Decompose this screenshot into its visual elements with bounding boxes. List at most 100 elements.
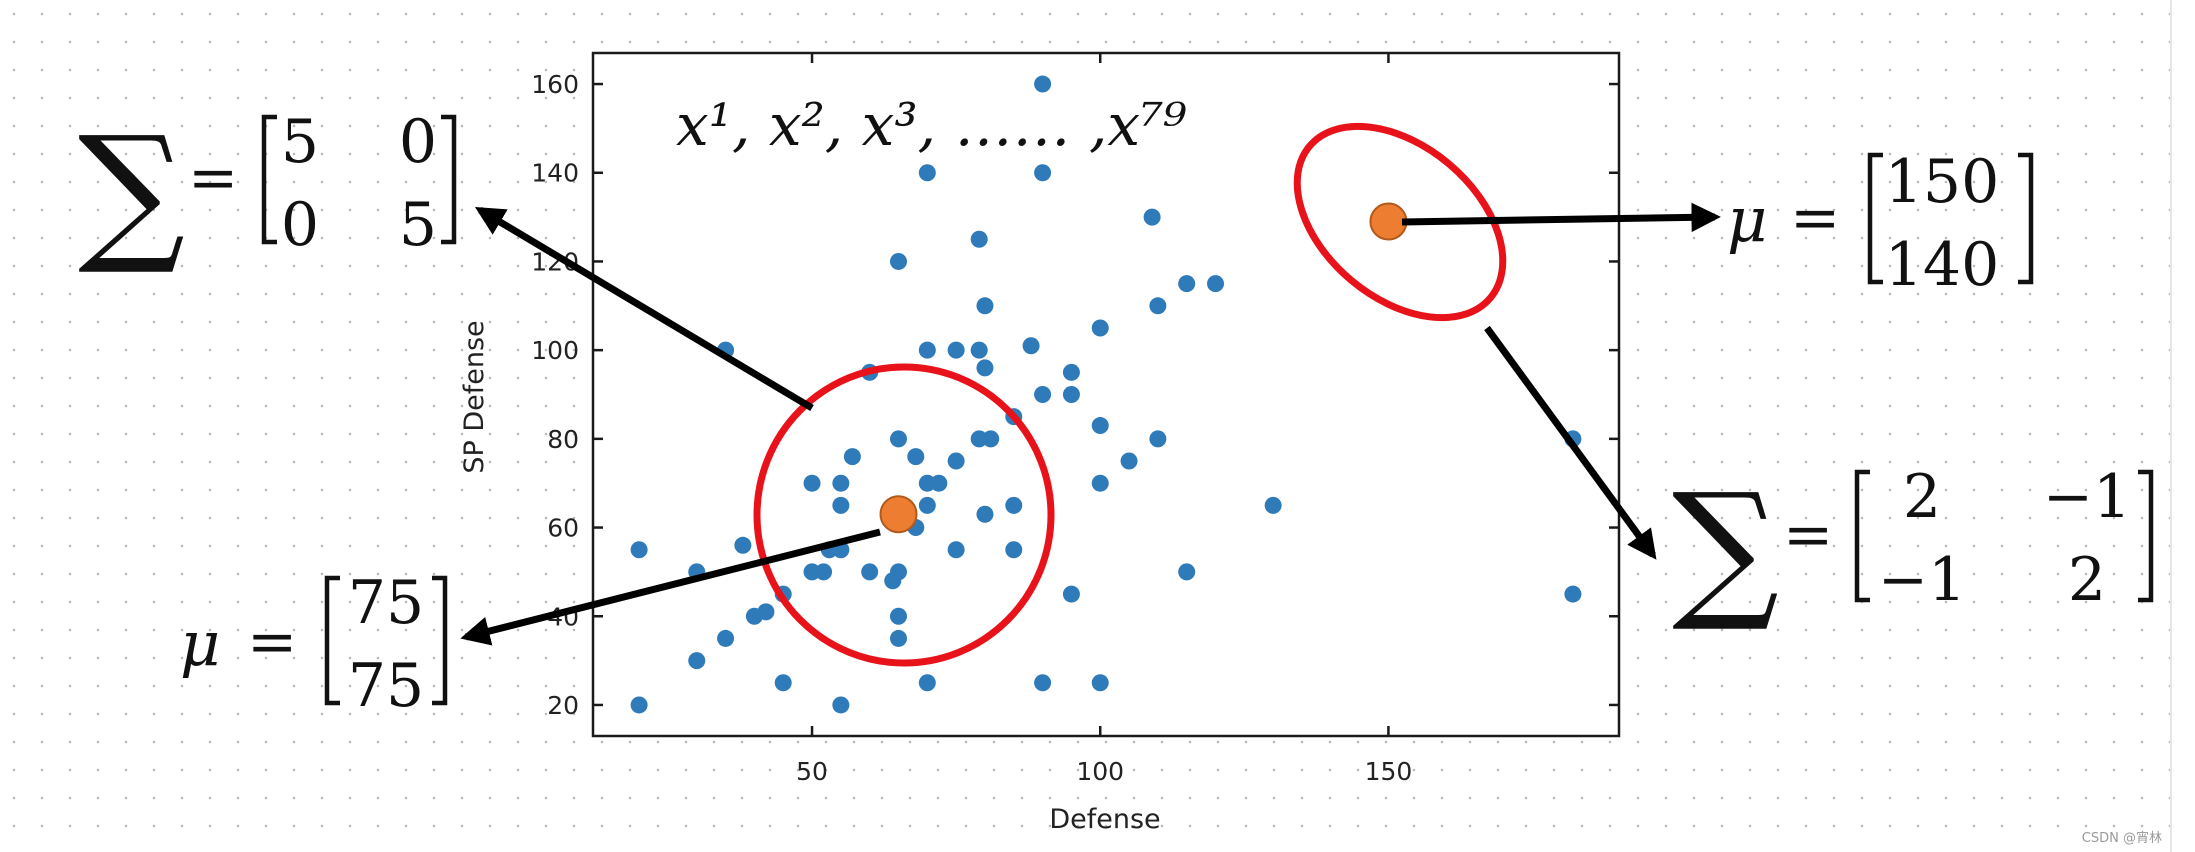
mu-right-equals: = (1790, 183, 1840, 253)
mean-center-point (1369, 202, 1408, 241)
scatter-point (982, 430, 1000, 448)
scatter-point (884, 572, 902, 590)
scatter-point (717, 629, 735, 647)
scatter-point (861, 563, 879, 581)
scatter-point (1178, 563, 1196, 581)
scatter-point (832, 496, 850, 514)
scatter-point (947, 341, 965, 359)
y-axis-title: SP Defense (459, 320, 490, 473)
sigma-right-r1c2: −1 (2043, 462, 2131, 532)
scatter-point (1022, 337, 1040, 355)
axis-ticks (593, 53, 1619, 736)
scatter-point (1091, 674, 1109, 692)
x-tick-label: 50 (796, 757, 828, 786)
scatter-point (1034, 386, 1052, 403)
mu-left-bracket-close (432, 575, 448, 706)
scatter-point (889, 607, 907, 625)
scatter-point (918, 496, 936, 514)
scatter-point (688, 652, 706, 670)
scatter-point (970, 230, 988, 248)
mu-right-expression: 𝜇 = 150 140 (1727, 147, 2034, 300)
y-tick-label: 140 (531, 159, 579, 188)
scatter-point (976, 505, 994, 523)
scatter-point (907, 448, 925, 466)
mu-left-expression: 𝜇 = 75 75 (180, 568, 448, 721)
scatter-point (1034, 164, 1052, 182)
scatter-point (630, 541, 648, 559)
sigma-right-symbol: ∑ (1672, 462, 1779, 636)
scatter-point (970, 341, 988, 359)
mu-left-bracket-open (324, 575, 340, 706)
sigma-left-bracket-open (261, 114, 277, 245)
arrow-to-sigma-right (1484, 325, 1657, 560)
mu-right-r1: 150 (1885, 147, 2000, 217)
x-tick-label: 150 (1365, 757, 1413, 786)
mu-right-r2: 140 (1885, 230, 2000, 300)
scatter-point (832, 474, 850, 492)
sigma-left-equals: = (188, 143, 238, 213)
covariance-ellipse-right (1293, 122, 1507, 322)
covariance-circle-left (753, 363, 1055, 667)
y-tick-label: 100 (531, 336, 579, 365)
sequence-label: 𝑥¹, 𝑥², 𝑥³, …… ,𝑥⁷⁹ (676, 91, 1187, 159)
scatter-point (1149, 297, 1167, 315)
scatter-point (918, 164, 936, 182)
sigma-left-expression: ∑ = 5 0 0 5 (78, 105, 457, 279)
mu-right-symbol: 𝜇 (1727, 183, 1767, 256)
scatter-point (1062, 363, 1080, 381)
mu-right-bracket-open (1867, 152, 1883, 285)
scatter-point (815, 563, 833, 581)
scatter-point (976, 359, 994, 377)
sigma-left-r1c1: 5 (281, 107, 319, 177)
scatter-point (1207, 275, 1225, 293)
scatter-point (1005, 541, 1023, 559)
scatter-point (1178, 275, 1196, 293)
arrow-to-mu-right (1401, 202, 1721, 233)
sigma-right-expression: ∑ = 2 −1 −1 2 (1672, 462, 2154, 636)
sigma-right-r2c1: −1 (1878, 545, 1966, 615)
mu-left-symbol: 𝜇 (180, 607, 220, 680)
y-tick-label: 60 (547, 514, 579, 543)
scatter-point (1062, 585, 1080, 603)
sigma-left-r2c1: 0 (281, 190, 319, 260)
scatter-point (774, 674, 792, 692)
sigma-left-symbol: ∑ (78, 105, 185, 279)
scatter-point (947, 452, 965, 470)
scatter-point (745, 607, 763, 625)
sigma-right-bracket-open (1854, 469, 1870, 603)
mu-left-r2: 75 (348, 651, 424, 721)
arrow-to-sigma-left (474, 206, 814, 412)
mu-right-bracket-close (2018, 152, 2034, 285)
right-edge-scrollbar[interactable] (2170, 0, 2195, 852)
scatter-points (630, 75, 1582, 714)
scatter-point (947, 541, 965, 559)
scatter-point (889, 629, 907, 647)
scatter-point (1143, 208, 1161, 226)
scatter-point (630, 696, 648, 714)
arrow-to-mu-left (460, 528, 881, 646)
sigma-left-r1c2: 0 (399, 107, 437, 177)
scatter-point (918, 474, 936, 492)
scatter-point (1120, 452, 1138, 470)
mu-left-equals: = (247, 607, 297, 677)
mean-center-point (879, 495, 918, 534)
scatter-point (918, 674, 936, 692)
scatter-point (1062, 386, 1080, 403)
x-tick-label: 100 (1076, 757, 1124, 786)
sigma-right-r2c2: 2 (2068, 545, 2106, 615)
scatter-point (832, 696, 850, 714)
scatter-point (889, 252, 907, 270)
scatter-point (843, 448, 861, 466)
scatter-point (734, 536, 752, 554)
y-tick-label: 160 (531, 70, 579, 99)
scatter-point (1091, 474, 1109, 492)
x-axis-title: Defense (1049, 804, 1160, 835)
scatter-point (1264, 496, 1282, 514)
scatter-point (1564, 585, 1582, 603)
mu-left-r1: 75 (348, 568, 424, 638)
scatter-point (1005, 496, 1023, 514)
scatter-point (1091, 319, 1109, 337)
sigma-left-bracket-close (441, 114, 457, 245)
scatter-point (1034, 75, 1052, 93)
